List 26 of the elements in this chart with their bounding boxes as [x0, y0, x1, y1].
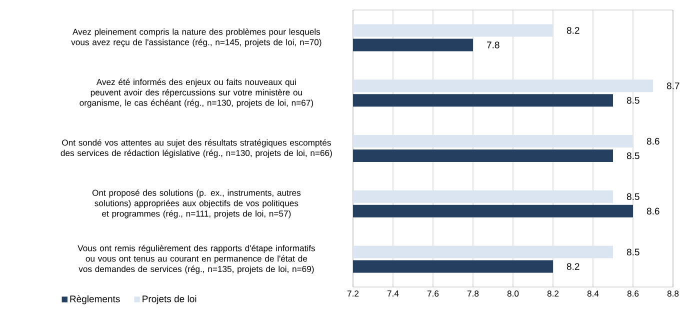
- x-tick-label: 8.8: [667, 290, 679, 297]
- y-tick-label: Avez été informés des enjeux ou faits nouveaux qui peuvent avoir des répercussions sur votre ministère ou organisme, le cas échéant (rég., n=130, projets de loi, n=67): [80, 78, 314, 108]
- data-label: 8.5: [626, 96, 640, 104]
- data-label: 8.6: [646, 208, 660, 215]
- x-tick-label: 8.6: [627, 290, 639, 297]
- data-label: 8.2: [566, 263, 580, 270]
- x-tick-label: 7.6: [427, 290, 439, 297]
- y-tick-label: Ont sondé vos attentes au sujet des résultats stratégiques escomptés des services de rédaction législative (rég., n=130, projets de loi, n=66): [60, 139, 332, 158]
- y-tick-label: Avez pleinement compris la nature des problèmes pour lesquels vous avez reçu de l'assistance (rég., n=145, projets de loi, n=70): [71, 28, 322, 47]
- y-tick-label: Vous ont remis régulièrement des rapports d'étape informatifs ou vous ont tenus au courant en permanence de l'état de vos demandes de services (rég., n=135, projets de loi, n=69): [78, 244, 315, 274]
- data-label: 7.8: [487, 42, 500, 48]
- data-label: 8.5: [626, 152, 640, 160]
- x-tick-label: 8.0: [507, 290, 519, 297]
- y-tick-label: Ont proposé des solutions (p. ex., instruments, autres solutions) appropriées aux objectifs de vos politiques et programmes (rég., n=111, projets de loi, n=57): [92, 189, 301, 218]
- x-tick-label: 7.2: [347, 290, 359, 297]
- legend-label: Projets de loi: [142, 295, 196, 304]
- data-label: 8.7: [666, 82, 680, 90]
- data-label: 8.5: [626, 193, 640, 200]
- x-tick-label: 7.4: [387, 290, 399, 296]
- x-tick-label: 8.4: [587, 290, 599, 297]
- x-tick-label: 7.8: [467, 290, 479, 297]
- data-label: 8.5: [626, 248, 640, 256]
- data-label: 8.6: [646, 138, 660, 145]
- x-tick-label: 8.2: [547, 290, 559, 297]
- legend-label: Règlements: [70, 295, 120, 304]
- data-label: 8.2: [566, 27, 580, 34]
